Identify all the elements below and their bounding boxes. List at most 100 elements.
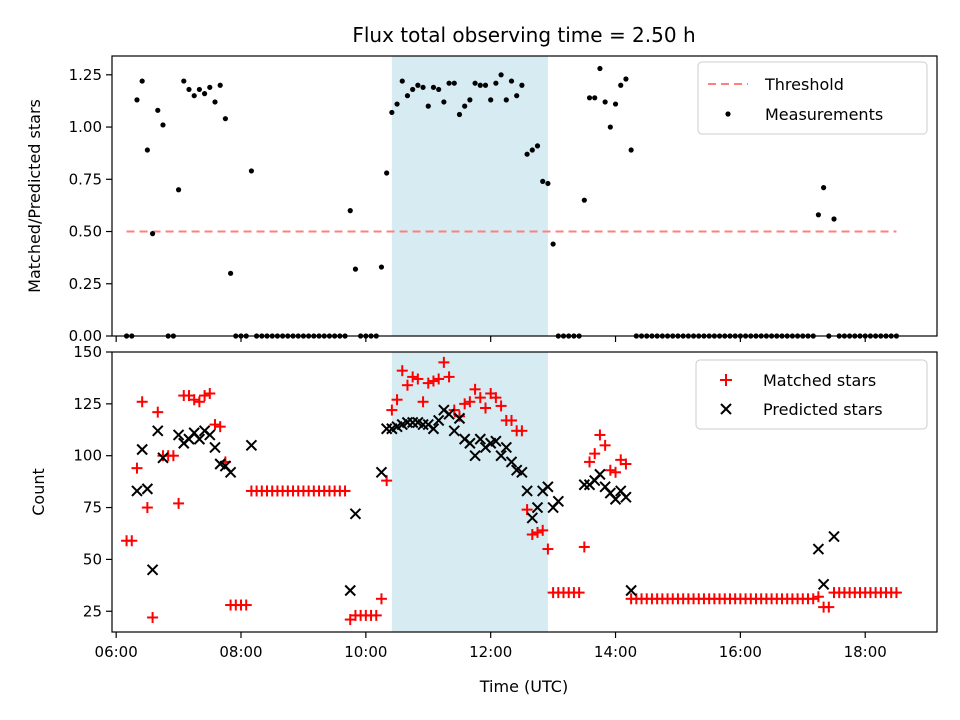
bottom-legend-box <box>695 359 928 430</box>
predicted-point-b <box>131 485 143 497</box>
matched-point <box>188 394 200 406</box>
predicted-point-b <box>453 412 466 425</box>
matched-point <box>542 543 554 555</box>
predicted-point <box>432 414 445 427</box>
measurement-point <box>540 178 546 184</box>
legend-matched-label: Matched stars <box>763 371 876 390</box>
predicted-point <box>245 439 258 452</box>
matched-point <box>526 529 538 541</box>
predicted-point <box>542 481 554 493</box>
measurement-point <box>821 185 827 191</box>
predicted-point <box>521 485 533 497</box>
measurement-point <box>446 80 452 86</box>
matched-point <box>152 406 164 418</box>
measurement-point <box>149 231 156 237</box>
legend-predicted-label: Predicted stars <box>763 400 883 419</box>
measurement-point <box>436 86 442 93</box>
measurement-point <box>352 266 359 272</box>
bottom-y-tick-label: 150 <box>73 343 102 361</box>
measurement-point <box>467 97 473 103</box>
measurement-point <box>217 82 223 88</box>
measurement-point <box>503 97 509 103</box>
predicted-point-b <box>521 485 533 497</box>
predicted-point-b <box>432 414 445 427</box>
top-plot-frame <box>111 55 938 337</box>
top-y-tick-label: 1.25 <box>69 66 102 84</box>
predicted-point-b <box>172 429 185 441</box>
matched-point <box>204 387 216 399</box>
measurement-point <box>550 241 556 247</box>
predicted-point-b <box>510 464 523 476</box>
matched-point <box>584 456 596 468</box>
predicted-point-b <box>443 408 455 420</box>
predicted-point <box>141 483 154 495</box>
measurement-point <box>815 212 821 218</box>
measurement-point <box>404 93 411 99</box>
predicted-point <box>406 416 419 429</box>
predicted-point-b <box>401 416 414 429</box>
top-highlight-span <box>391 56 548 336</box>
measurement-point <box>508 78 515 84</box>
predicted-point-b <box>490 435 502 447</box>
bottom-x-ticks: 06:00 08:00 10:00 12:00 14:00 16:00 18:00 <box>95 632 887 661</box>
predicted-point-b <box>505 456 518 468</box>
measurement-point <box>612 101 619 107</box>
bottom-panel: 25 50 75 100 125 150 06:00 08:00 10:00 12:00 14:0… <box>29 343 938 696</box>
x-tick-label: 18:00 <box>844 643 887 661</box>
matched-point <box>599 439 611 451</box>
top-y-ticks: 0.00 0.25 0.50 0.75 1.00 1.25 <box>69 66 112 345</box>
predicted-point <box>552 495 565 508</box>
predicted-point-b <box>209 441 221 454</box>
measurement-point <box>175 187 182 193</box>
predicted-point <box>193 433 206 445</box>
measurement-point <box>592 95 598 101</box>
predicted-point-b <box>604 487 617 499</box>
predicted-point-b <box>620 491 632 503</box>
matched-point <box>391 394 403 406</box>
predicted-point <box>380 423 393 435</box>
predicted-point-b <box>417 418 429 431</box>
measurement-point <box>441 99 447 105</box>
measurement-point <box>155 107 161 113</box>
measurement-point <box>186 86 192 93</box>
predicted-point <box>146 564 159 576</box>
measurement-point <box>425 103 431 109</box>
bottom-legend: Matched stars Predicted stars <box>695 359 928 430</box>
predicted-point <box>531 501 544 514</box>
predicted-point <box>344 584 356 597</box>
measurement-point <box>534 143 541 149</box>
measurement-point <box>196 86 202 93</box>
x-axis-label: Time (UTC) <box>479 677 568 696</box>
matched-point <box>479 402 491 414</box>
legend-predicted-swatch <box>720 403 732 415</box>
predicted-point <box>152 425 164 437</box>
measurement-point <box>134 97 140 103</box>
matched-point <box>147 611 159 623</box>
matched-point <box>443 371 455 383</box>
predicted-point-b <box>609 493 622 505</box>
matched-point <box>505 414 517 426</box>
matched-point <box>578 541 590 553</box>
predicted-point-b <box>464 437 476 449</box>
matched-point <box>620 458 632 470</box>
predicted-point-b <box>594 468 606 481</box>
matched-point <box>464 396 476 408</box>
measurement-point <box>410 86 416 93</box>
x-tick-label: 08:00 <box>219 643 262 661</box>
matched-point <box>474 392 486 404</box>
predicted-point <box>812 543 825 555</box>
predicted-point-b <box>812 543 825 555</box>
predicted-point <box>172 429 185 441</box>
x-tick-label: 14:00 <box>594 643 637 661</box>
bottom-highlight-span <box>391 352 548 632</box>
measurement-point <box>139 78 145 84</box>
matched-point <box>412 373 424 385</box>
bottom-y-tick-label: 125 <box>73 395 102 413</box>
bottom-y-tick-label: 25 <box>83 602 102 620</box>
predicted-point-b <box>380 423 393 435</box>
matched-point <box>490 392 502 404</box>
predicted-point <box>417 418 429 431</box>
measurement-point <box>498 72 504 78</box>
matched-point <box>417 396 429 408</box>
